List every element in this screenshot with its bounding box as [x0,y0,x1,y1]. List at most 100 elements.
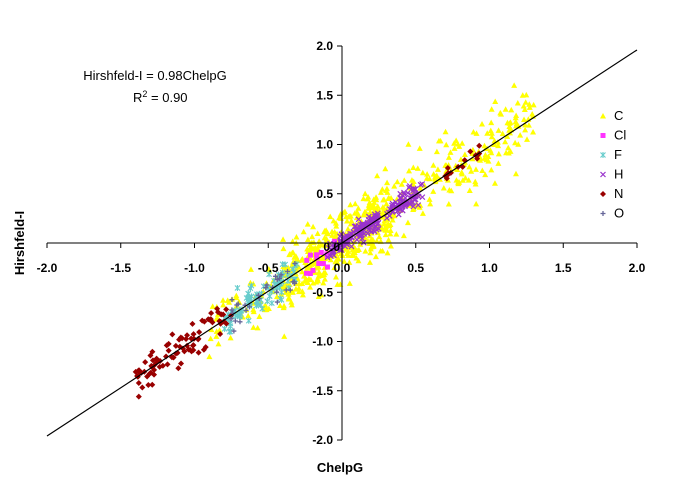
point-h [395,211,402,218]
point-c [511,82,518,88]
point-c [506,127,513,133]
point-c [382,231,389,238]
point-c [377,247,384,254]
point-c [324,230,331,237]
point-c [401,177,408,183]
point-c [485,153,492,159]
point-c [451,145,458,151]
point-c [469,155,476,162]
point-o [278,272,284,278]
y-tick-label: -1.0 [312,335,333,349]
point-h [351,223,358,230]
point-c [215,340,222,347]
point-c [384,179,391,186]
point-o [264,282,270,288]
point-o [273,273,279,279]
point-c [377,238,384,244]
point-c [417,185,424,191]
point-cl [307,252,313,258]
point-c [506,120,513,126]
point-c [515,123,522,129]
point-c [263,306,270,313]
point-c [304,279,311,285]
point-c [482,171,489,178]
point-h [355,216,362,223]
point-n [199,317,206,324]
y-tick-label: -2.0 [312,433,333,447]
point-c [220,297,227,303]
point-n [200,346,207,353]
point-n [135,367,142,374]
point-c [394,178,401,185]
point-c [488,149,495,156]
y-tick-label: -1.5 [312,384,333,398]
point-c [492,98,499,105]
point-o [237,319,243,325]
point-o [263,285,269,291]
point-cl [304,270,310,276]
point-c [296,280,303,287]
point-n [165,347,172,354]
point-c [432,173,439,180]
point-c [321,271,328,278]
point-n [144,373,151,380]
point-o [274,277,280,283]
point-c [316,238,323,244]
point-n [189,320,196,327]
point-c [315,273,322,279]
point-c [391,183,398,189]
point-c [406,167,413,174]
point-c [508,106,515,113]
point-c [382,227,389,233]
point-cl [318,249,324,255]
point-cl [304,257,310,263]
point-c [360,195,367,202]
point-c [352,200,359,207]
point-f [268,300,275,307]
point-c [384,249,391,256]
point-h [356,232,363,238]
point-c [335,255,342,262]
point-c [285,291,292,297]
legend-marker-f [600,152,606,158]
point-h [324,254,331,261]
legend-label-f: F [614,147,622,162]
point-n [163,353,170,360]
point-n [190,331,197,338]
point-c [440,184,447,191]
point-c [523,91,530,98]
point-c [327,213,334,220]
point-c [227,334,234,341]
point-cl [320,261,326,267]
y-axis-title: Hirshfeld-I [12,211,27,275]
point-c [304,236,311,243]
point-c [307,284,314,290]
point-cl [314,255,320,261]
point-n [164,361,171,368]
point-h [402,194,409,201]
point-c [405,141,412,147]
point-c [383,185,390,192]
y-tick-label: 2.0 [316,39,333,53]
legend-marker-c [600,113,606,119]
point-n [181,348,188,355]
point-c [288,299,295,305]
point-h [348,243,355,250]
point-f [246,295,253,302]
x-tick-label: 1.5 [555,261,572,275]
point-c [385,194,392,201]
point-c [414,165,421,171]
point-c [250,308,257,315]
point-o [290,279,296,285]
point-c [367,249,374,256]
point-c [254,324,261,331]
legend-label-cl: Cl [614,128,626,143]
point-f [247,285,254,292]
point-c [424,171,431,177]
point-h [390,202,397,208]
point-h [373,226,380,233]
point-c [473,130,480,136]
point-c [495,150,502,157]
point-c [344,218,351,224]
r2-value: = 0.90 [147,90,187,105]
